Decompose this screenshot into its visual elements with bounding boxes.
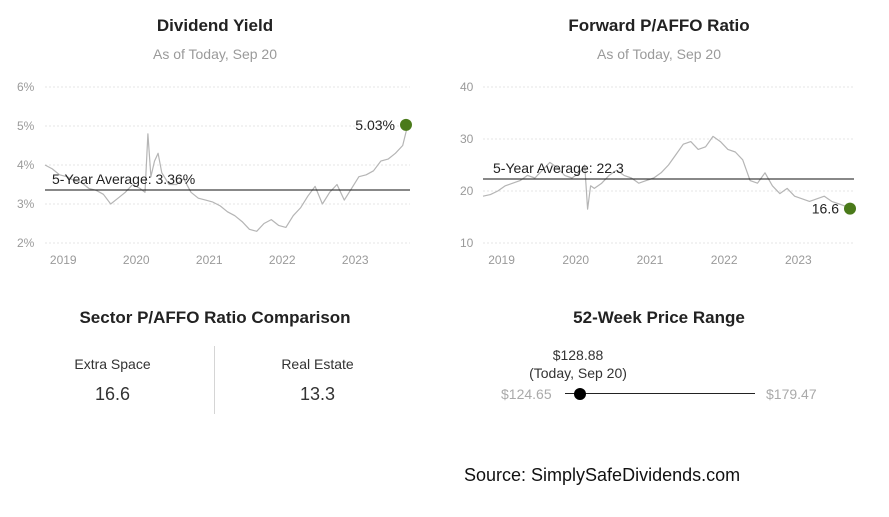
dividend-yield-y-tick-label: 4% <box>17 158 35 172</box>
sector-item-label-extra-space: Extra Space <box>74 356 151 372</box>
pafo-ratio-title: Forward P/AFFO Ratio <box>568 16 750 35</box>
price-range-current-note: (Today, Sep 20) <box>529 365 627 381</box>
dividend-yield-x-tick-label: 2022 <box>269 253 296 267</box>
dividend-yield-series-line <box>44 124 409 232</box>
dividend-yield-x-tick-label: 2020 <box>123 253 150 267</box>
dividend-yield-subtitle: As of Today, Sep 20 <box>152 46 277 62</box>
pafo-ratio-x-tick-label: 2022 <box>711 253 738 267</box>
price-range-current: $128.88 (Today, Sep 20) <box>508 346 648 382</box>
price-range-low: $124.65 <box>501 386 552 402</box>
pafo-ratio-x-tick-label: 2020 <box>562 253 589 267</box>
sector-item-value-extra-space: 16.6 <box>94 384 131 404</box>
dividend-yield-y-tick-label: 3% <box>17 197 35 211</box>
dividend-yield-current-label: 5.03% <box>355 117 395 133</box>
price-range-track <box>565 393 755 394</box>
dividend-yield-title: Dividend Yield <box>156 16 274 35</box>
price-range-high: $179.47 <box>766 386 817 402</box>
pafo-ratio-y-tick-label: 30 <box>460 132 474 146</box>
dividend-yield-average-label: 5-Year Average: 3.36% <box>52 171 195 187</box>
price-range-current-value: $128.88 <box>552 347 604 363</box>
sector-item-label-real-estate: Real Estate <box>281 356 354 372</box>
dividend-yield-y-tick-label: 6% <box>17 80 35 94</box>
dividend-yield-current-point <box>400 118 412 131</box>
dividend-yield-chart: 2% 3% 4% 5% 6% 2019 2020 2021 2022 2023 5-Year Ave… <box>17 80 412 267</box>
source-credit: Source: SimplySafeDividends.com <box>464 465 741 485</box>
pafo-ratio-series-line <box>482 135 853 210</box>
dividend-yield-y-tick-label: 2% <box>17 236 35 250</box>
pafo-ratio-chart: 10 20 30 40 2019 2020 2021 2022 2023 5-Year Avera… <box>460 80 856 267</box>
sector-divider <box>214 346 215 414</box>
dividend-yield-x-tick-label: 2019 <box>50 253 77 267</box>
price-range-title: 52-Week Price Range <box>573 308 745 327</box>
pafo-ratio-x-tick-label: 2019 <box>488 253 515 267</box>
pafo-ratio-x-tick-label: 2023 <box>785 253 812 267</box>
price-range-marker <box>573 388 586 400</box>
sector-item-value-real-estate: 13.3 <box>299 384 336 404</box>
pafo-ratio-current-point <box>844 202 856 215</box>
pafo-ratio-subtitle: As of Today, Sep 20 <box>596 46 721 62</box>
dividend-yield-x-tick-label: 2023 <box>342 253 369 267</box>
pafo-ratio-average-label: 5-Year Average: 22.3 <box>493 160 624 176</box>
sector-comparison-title: Sector P/AFFO Ratio Comparison <box>79 308 351 327</box>
dividend-yield-y-tick-label: 5% <box>17 119 35 133</box>
pafo-ratio-y-tick-label: 40 <box>460 80 474 94</box>
pafo-ratio-y-tick-label: 10 <box>460 236 474 250</box>
pafo-ratio-y-tick-label: 20 <box>460 184 474 198</box>
dividend-yield-x-tick-label: 2021 <box>196 253 223 267</box>
pafo-ratio-current-label: 16.6 <box>812 201 839 217</box>
pafo-ratio-x-tick-label: 2021 <box>637 253 664 267</box>
